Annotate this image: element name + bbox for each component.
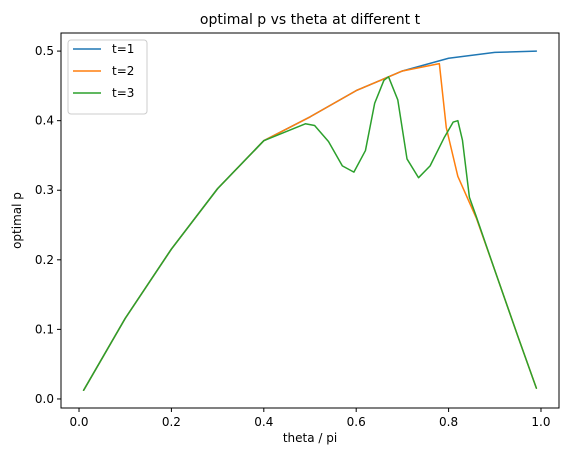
y-tick-label: 0.5 [35,44,54,58]
legend-label-2: t=2 [112,64,134,78]
y-tick-label: 0.2 [35,253,54,267]
plot-frame [60,32,560,409]
plot-lines [82,50,538,392]
series-line-1 [82,50,538,392]
y-tick-label: 0.1 [35,322,54,336]
legend: t=1 t=2 t=3 [67,39,148,115]
series-line-2 [82,62,538,392]
y-tick-label: 0.0 [35,392,54,406]
series-line-3 [82,76,538,392]
x-tick-label: 0.8 [439,415,458,429]
x-tick-label: 0.0 [69,415,88,429]
x-tick-label: 1.0 [531,415,550,429]
y-axis: 0.0 0.1 0.2 0.3 0.4 0.5 [35,44,61,406]
chart-title: optimal p vs theta at different t [200,12,421,28]
legend-label-3: t=3 [112,86,134,100]
x-axis-label: theta / pi [283,431,337,445]
x-tick-label: 0.4 [254,415,273,429]
x-axis: 0.0 0.2 0.4 0.6 0.8 1.0 [69,408,551,429]
x-tick-label: 0.6 [347,415,366,429]
y-tick-label: 0.3 [35,183,54,197]
legend-label-1: t=1 [112,42,134,56]
y-axis-label: optimal p [10,192,24,249]
x-tick-label: 0.2 [162,415,181,429]
y-tick-label: 0.4 [35,114,54,128]
legend-box [67,39,148,115]
